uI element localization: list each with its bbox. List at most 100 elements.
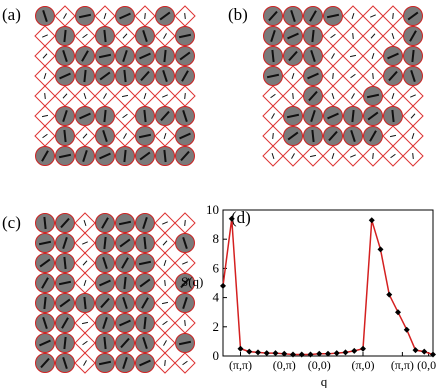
spin	[58, 280, 72, 286]
spin	[160, 110, 170, 122]
x-tick-label: (π,π)	[391, 358, 414, 372]
spin	[272, 132, 274, 140]
site-empty	[322, 145, 344, 167]
spin	[162, 240, 168, 246]
spin	[138, 260, 152, 266]
spin	[388, 70, 398, 82]
spin	[387, 52, 399, 60]
spin	[103, 109, 107, 123]
marker	[395, 309, 401, 316]
spin	[270, 93, 276, 99]
spin	[83, 92, 87, 100]
spin	[121, 257, 129, 269]
spin	[63, 13, 67, 19]
spin	[372, 152, 374, 160]
spin	[103, 12, 107, 20]
marker	[246, 348, 253, 355]
site-empty	[174, 352, 196, 374]
spin	[309, 154, 317, 158]
spin	[309, 10, 317, 22]
spin	[351, 109, 355, 123]
spin	[59, 72, 71, 80]
spin	[82, 133, 88, 139]
panel-label: (a)	[2, 5, 21, 24]
spin	[163, 149, 167, 163]
spin	[308, 90, 318, 102]
plot-frame	[222, 209, 434, 357]
lattices	[34, 5, 424, 374]
spin	[119, 238, 131, 248]
spin	[119, 12, 131, 20]
marker	[368, 217, 375, 224]
spin	[63, 29, 67, 43]
spin	[63, 129, 67, 143]
marker	[430, 351, 436, 358]
spin	[162, 94, 168, 98]
spin	[118, 220, 132, 226]
spin	[83, 360, 87, 366]
spin	[143, 316, 147, 330]
spin	[266, 73, 280, 79]
spin	[98, 360, 112, 366]
marker	[255, 349, 261, 356]
spin	[392, 12, 394, 20]
x-tick-label: (0,0)	[417, 358, 436, 372]
spin	[62, 356, 68, 370]
spin	[62, 49, 68, 63]
spin	[139, 52, 151, 60]
marker	[307, 351, 314, 358]
spin	[288, 50, 298, 62]
spin	[372, 72, 374, 80]
spin	[178, 33, 192, 39]
spin	[162, 320, 168, 326]
marker	[272, 350, 279, 357]
spin	[271, 49, 275, 63]
x-tick-label: (0,0)	[308, 358, 331, 372]
spin	[103, 336, 107, 350]
spin	[411, 49, 415, 63]
site-empty	[282, 145, 304, 167]
spin	[162, 69, 168, 83]
x-tick-label: (π,π)	[229, 358, 252, 372]
spin	[181, 70, 189, 82]
y-tick-label: 0	[213, 348, 220, 363]
spin	[40, 357, 50, 369]
y-tick-label: 4	[213, 290, 220, 305]
spin	[370, 33, 376, 39]
spin	[292, 92, 294, 100]
spin	[349, 54, 357, 58]
y-tick-label: 10	[206, 202, 219, 217]
spin	[290, 9, 296, 23]
spin	[163, 49, 167, 63]
spin	[287, 32, 299, 40]
spin	[139, 278, 151, 288]
spin	[100, 297, 110, 309]
spin	[161, 301, 169, 305]
spin	[81, 50, 89, 62]
spin	[79, 112, 91, 120]
spin	[58, 153, 72, 159]
spin	[44, 92, 46, 100]
spin	[99, 152, 111, 160]
spin	[367, 111, 379, 121]
spin	[310, 49, 316, 63]
spin	[141, 297, 149, 309]
spin	[82, 33, 88, 39]
spin	[42, 316, 48, 330]
marker	[298, 351, 305, 358]
spin	[122, 49, 128, 63]
marker	[377, 246, 384, 253]
spin	[63, 256, 67, 270]
y-tick-label: 6	[213, 260, 220, 275]
marker	[325, 350, 331, 357]
spin	[310, 109, 316, 123]
spin	[103, 236, 107, 250]
spin	[350, 129, 356, 143]
spin	[331, 92, 335, 100]
spin	[350, 73, 356, 79]
x-tick-label: (π,0)	[351, 358, 374, 372]
site-empty	[154, 352, 176, 374]
marker	[316, 350, 323, 357]
site-empty	[382, 145, 404, 167]
y-tick-label: 8	[213, 231, 220, 246]
